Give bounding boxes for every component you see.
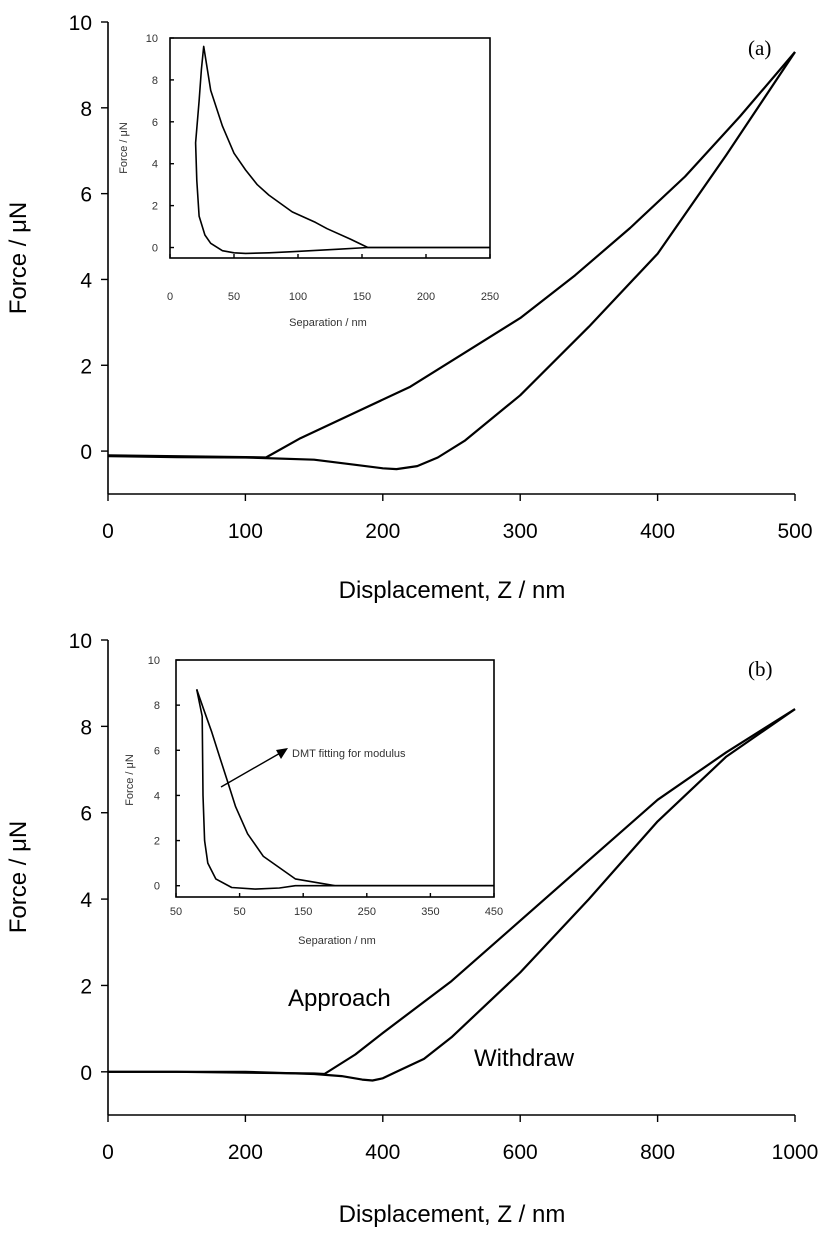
panel-a-inset-x-tick-label: 100 [289,291,307,303]
approach-annotation: Approach [288,985,391,1012]
panel-a-inset-x-axis-label: Separation / nm [289,317,367,329]
panel-a-y-tick-label: 0 [80,441,92,464]
panel-a-x-axis-label: Displacement, Z / nm [339,577,566,604]
panel-b-inset-x-tick-label: 350 [421,906,439,918]
panel-a-inset-frame-box [169,37,491,259]
panel-b-x-tick-label: 800 [640,1141,675,1164]
panel-b-inset-ticks: 50 50 150 250 350 450 0 2 4 6 8 10 [148,655,503,918]
panel-b-y-tick-label: 6 [80,803,92,826]
panel-a-x-tick-label: 400 [640,520,675,543]
panel-b-inset-x-tick-label: 50 [170,906,182,918]
panel-b-x-tick-label: 0 [102,1141,114,1164]
panel-b-inset-x-tick-label: 150 [294,906,312,918]
panel-b-plot-frame [107,640,795,1116]
panel-b-y-tick-label: 8 [80,716,92,739]
panel-a-label: (a) [748,36,771,60]
panel-b-inset-y-tick-label: 10 [148,655,160,667]
panel-a-series-line-2 [107,51,796,471]
panel-a-inset-y-tick-label: 2 [152,201,158,213]
panel-b-inset-y-tick-label: 4 [154,790,160,802]
panel-b-series [108,708,796,1082]
dmt-fitting-arrowhead [276,748,288,759]
panel-a-inset-y-tick-label: 10 [146,33,158,45]
panel-b-series-line-1 [108,708,796,1076]
panel-a-inset-x-tick-label: 200 [417,291,435,303]
panel-a-inset-frame [169,37,491,259]
panel-a-x-tick-label: 200 [365,520,400,543]
panel-a-inset-series-line-1 [194,45,490,249]
panel-b-inset: 50 50 150 250 350 450 0 2 4 6 8 10 DMT fitting for … [124,655,503,947]
panel-a-inset-x-tick-label: 0 [167,291,173,303]
panel-a-inset-x-tick-label: 250 [481,291,499,303]
panel-a-inset-ticks: 0 50 100 150 200 250 0 2 4 6 8 10 [146,33,499,303]
panel-a-x-tick-label: 0 [102,520,114,543]
panel-a-y-tick-label: 2 [80,355,92,378]
panel-a-inset-y-tick-label: 4 [152,159,158,171]
panel-b-inset-frame [175,659,495,898]
panel-b-x-tick-label: 600 [503,1141,538,1164]
dmt-fitting-arrow [220,751,283,788]
panel-a-y-tick-label: 6 [80,184,92,207]
panel-b-inset-series-line-2 [195,689,494,890]
panel-b-y-tick-label: 0 [80,1062,92,1085]
panel-a-x-tick-label: 300 [503,520,538,543]
panel-b-x-tick-label: 1000 [772,1141,819,1164]
panel-b-series-line-2 [108,708,796,1082]
panel-b: 0 200 400 600 800 1000 0 2 4 6 8 10 (b) Displacemen… [5,630,818,1228]
panel-a-y-tick-label: 8 [80,98,92,121]
panel-a-inset-series-line-2 [196,180,490,255]
panel-a-y-tick-label: 4 [80,269,92,292]
panel-b-label: (b) [748,657,773,681]
panel-b-inset-y-tick-label: 8 [154,700,160,712]
panel-a-y-axis-label: Force / μN [5,202,32,315]
withdraw-annotation: Withdraw [474,1045,575,1072]
panel-b-inset-x-tick-label: 250 [358,906,376,918]
panel-a-inset-x-tick-label: 150 [353,291,371,303]
panel-a-inset-x-tick-label: 50 [228,291,240,303]
panel-a-inset: 0 50 100 150 200 250 0 2 4 6 8 10 Separation / nm F… [118,33,499,329]
panel-b-inset-y-tick-label: 2 [154,836,160,848]
panel-a-plot-frame [107,22,795,495]
panel-b-y-tick-label: 4 [80,889,92,912]
panel-a-inset-y-tick-label: 6 [152,117,158,129]
panel-b-inset-x-tick-label: 50 [233,906,245,918]
dmt-fitting-annotation: DMT fitting for modulus [292,748,406,760]
panel-b-inset-series-line-1 [195,689,494,887]
panel-a-inset-series [194,45,490,255]
panel-b-inset-x-axis-label: Separation / nm [298,935,376,947]
panel-b-x-tick-label: 400 [365,1141,400,1164]
panel-b-inset-x-tick-label: 450 [485,906,503,918]
panel-a-y-tick-label: 10 [69,12,92,35]
panel-b-x-axis-label: Displacement, Z / nm [339,1201,566,1228]
panel-b-inset-series [195,689,494,890]
panel-a-series [107,51,796,471]
panel-a-inset-y-axis-label: Force / μN [118,122,130,174]
panel-b-x-tick-label: 200 [228,1141,263,1164]
panel-a-series-line-1 [107,51,796,459]
panel-b-inset-frame-box [175,659,495,898]
panel-b-y-tick-label: 2 [80,975,92,998]
panel-b-inset-y-tick-label: 0 [154,881,160,893]
panel-a-x-tick-label: 100 [228,520,263,543]
panel-b-y-tick-label: 10 [69,630,92,653]
panel-b-inset-y-tick-label: 6 [154,745,160,757]
panel-b-inset-y-axis-label: Force / μN [124,754,136,806]
panel-a-inset-y-tick-label: 8 [152,75,158,87]
panel-b-y-axis-label: Force / μN [5,821,32,934]
panel-b-axis-ticks: 0 200 400 600 800 1000 0 2 4 6 8 10 [69,630,819,1164]
panel-a-inset-y-tick-label: 0 [152,243,158,255]
panel-a-x-tick-label: 500 [777,520,812,543]
